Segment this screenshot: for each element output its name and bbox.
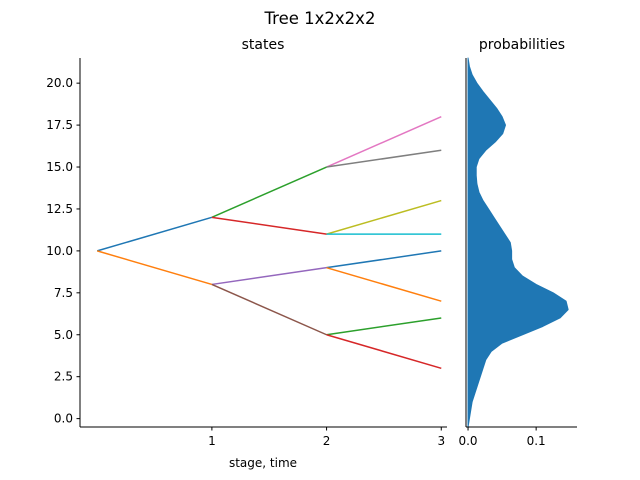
state-line-8: [326, 149, 442, 168]
probabilities-x-tick-label: 0.0: [458, 434, 477, 448]
state-line-2: [96, 250, 213, 286]
state-line-4: [211, 216, 327, 235]
states-y-tick-label: 0.0: [54, 412, 73, 426]
states-y-tick-label: 7.5: [54, 286, 73, 300]
states-title: states: [242, 37, 285, 53]
states-x-axis-label: stage, time: [229, 456, 297, 470]
states-y-tick-label: 12.5: [46, 202, 73, 216]
state-line-7: [326, 116, 442, 168]
states-y-tick-label: 10.0: [46, 244, 73, 258]
figure-title: Tree 1x2x2x2: [264, 9, 376, 28]
states-x-tick-label: 1: [208, 434, 216, 448]
state-line-14: [326, 334, 442, 370]
probabilities-title: probabilities: [479, 37, 565, 53]
state-line-11: [326, 250, 442, 269]
probabilities-panel: probabilities 0.0 0.1: [458, 37, 577, 448]
state-tree-lines: [96, 116, 442, 370]
states-y-tick-label: 2.5: [54, 370, 73, 384]
states-y-tick-label: 15.0: [46, 160, 73, 174]
states-x-tick-label: 3: [437, 434, 445, 448]
states-y-tick-label: 17.5: [46, 118, 73, 132]
states-x-tick-label: 2: [323, 434, 331, 448]
states-x-axis: 1 2 3: [208, 427, 445, 448]
probabilities-x-axis: 0.0 0.1: [458, 427, 546, 448]
state-line-1: [96, 216, 213, 252]
state-line-12: [326, 266, 442, 302]
states-panel: states 0.0 2.5 5.0 7.5 10.0 12.5 15.0 17.5 2 0.0 …: [46, 37, 447, 470]
state-line-6: [211, 283, 327, 336]
state-line-9: [326, 199, 442, 235]
probabilities-x-tick-label: 0.1: [527, 434, 546, 448]
state-line-3: [211, 166, 327, 219]
states-y-tick-label: 20.0: [46, 76, 73, 90]
state-line-13: [326, 317, 442, 336]
probability-density-area: [467, 57, 569, 428]
states-y-tick-label: 5.0: [54, 328, 73, 342]
states-y-axis: 0.0 2.5 5.0 7.5 10.0 12.5 15.0 17.5 20.0: [46, 76, 80, 426]
state-line-5: [211, 266, 327, 286]
